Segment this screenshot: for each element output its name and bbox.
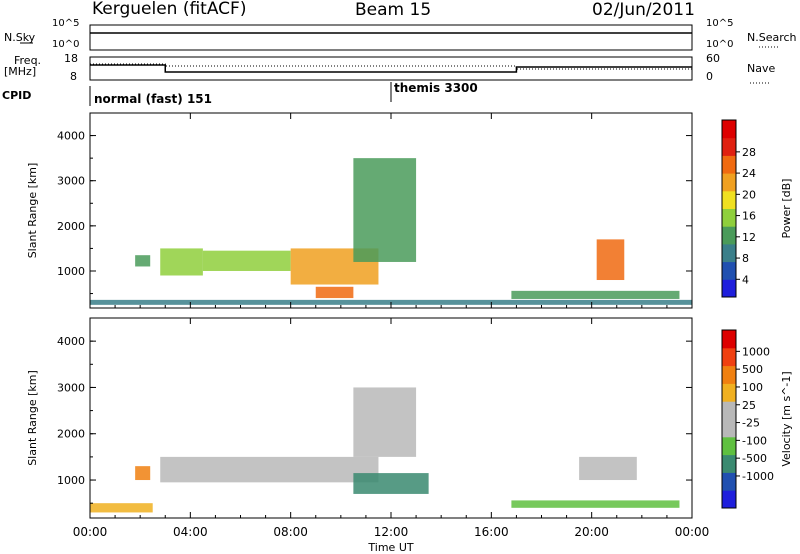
nsearch-tick-high: 10^5 bbox=[706, 18, 734, 29]
colorbar-segment bbox=[722, 419, 736, 438]
x-tick-label: 00:00 bbox=[675, 525, 710, 539]
colorbar-frame bbox=[721, 329, 737, 509]
colorbar-segment bbox=[722, 490, 736, 509]
cpid-mode-2: themis 3300 bbox=[394, 81, 478, 95]
colorbar-tick-label: -1000 bbox=[742, 470, 774, 483]
colorbar-label: Velocity [m s^-1] bbox=[780, 371, 793, 466]
colorbar-segment bbox=[722, 226, 736, 245]
scatter-region-2 bbox=[353, 473, 429, 494]
nave-tick-high: 60 bbox=[706, 52, 720, 65]
colorbar-tick-label: 24 bbox=[742, 167, 756, 180]
nsearch-tick-low: 10^0 bbox=[706, 39, 734, 50]
colorbar-tick-label: -100 bbox=[742, 434, 767, 447]
scatter-region-0 bbox=[135, 466, 151, 481]
colorbar-tick-label: 28 bbox=[742, 146, 756, 159]
cpid-label: CPID bbox=[2, 89, 32, 102]
scatter-region-6 bbox=[596, 239, 625, 281]
x-tick-label: 16:00 bbox=[474, 525, 509, 539]
x-tick-label: 20:00 bbox=[574, 525, 609, 539]
colorbar-segment bbox=[722, 330, 736, 349]
colorbar-segment bbox=[722, 365, 736, 384]
station-title: Kerguelen (fitACF) bbox=[92, 0, 247, 19]
nave-line bbox=[90, 63, 692, 70]
nsky-tick-high: 10^5 bbox=[52, 18, 80, 29]
rti-panel-power bbox=[89, 112, 740, 309]
colorbar-frame bbox=[721, 119, 737, 298]
colorbar-tick-label: 25 bbox=[742, 399, 756, 412]
nsky-panel bbox=[89, 24, 693, 51]
nave-label: Nave bbox=[747, 62, 776, 75]
x-axis-label: Time UT bbox=[367, 541, 413, 554]
colorbar-segment bbox=[722, 137, 736, 156]
colorbar-segment bbox=[722, 279, 736, 298]
y-tick-label: 1000 bbox=[57, 265, 85, 278]
colorbar-tick-label: -25 bbox=[742, 417, 760, 430]
x-tick-label: 00:00 bbox=[73, 525, 108, 539]
y-tick-label: 3000 bbox=[57, 381, 85, 394]
scatter-region-1 bbox=[160, 248, 203, 276]
colorbar-tick-label: 20 bbox=[742, 188, 756, 201]
colorbar-segment bbox=[722, 155, 736, 174]
nsearch-label: N.Search bbox=[747, 31, 797, 44]
freq-line bbox=[90, 64, 692, 73]
x-tick-label: 08:00 bbox=[273, 525, 308, 539]
colorbar-segment bbox=[722, 190, 736, 209]
scatter-region-4 bbox=[315, 286, 354, 299]
scatter-region-3 bbox=[353, 387, 417, 457]
colorbar-segment bbox=[722, 120, 736, 139]
y-tick-label: 1000 bbox=[57, 474, 85, 487]
scatter-region-1 bbox=[160, 456, 379, 483]
colorbar-tick-label: -500 bbox=[742, 452, 767, 465]
colorbar-tick-label: 12 bbox=[742, 231, 756, 244]
colorbar-segment bbox=[722, 472, 736, 491]
colorbar-segment bbox=[722, 383, 736, 402]
scatter-region-5 bbox=[353, 158, 417, 262]
colorbar-segment bbox=[722, 208, 736, 227]
freq-label: Freq. bbox=[14, 54, 42, 67]
scatter-region-7 bbox=[511, 290, 680, 299]
date-label: 02/Jun/2011 bbox=[592, 0, 695, 20]
colorbar-tick-label: 100 bbox=[742, 381, 763, 394]
scatter-region-6 bbox=[90, 503, 153, 513]
x-tick-label: 12:00 bbox=[374, 525, 409, 539]
x-tick-label: 04:00 bbox=[173, 525, 208, 539]
freq-unit-label: [MHz] bbox=[4, 65, 37, 78]
colorbar-tick-label: 4 bbox=[742, 273, 749, 286]
y-tick-label: 3000 bbox=[57, 175, 85, 188]
colorbar-segment bbox=[722, 436, 736, 456]
colorbar-tick-label: 1000 bbox=[742, 345, 770, 358]
y-tick-label: 4000 bbox=[57, 335, 85, 348]
y-tick-label: 4000 bbox=[57, 130, 85, 143]
scatter-region-4 bbox=[511, 500, 680, 508]
colorbar-segment bbox=[722, 261, 736, 280]
y-axis-label: Slant Range [km] bbox=[26, 370, 39, 466]
colorbar-segment bbox=[722, 401, 736, 420]
nsky-tick-low: 10^0 bbox=[52, 39, 80, 50]
colorbar-segment bbox=[722, 454, 736, 473]
freq-tick-low: 8 bbox=[70, 70, 77, 83]
colorbar-segment bbox=[722, 243, 736, 263]
colorbar-tick-label: 8 bbox=[742, 252, 749, 265]
colorbar-segment bbox=[722, 347, 736, 367]
scatter-region-0 bbox=[135, 255, 151, 267]
cpid-mode-1: normal (fast) 151 bbox=[94, 92, 212, 106]
colorbar-segment bbox=[722, 173, 736, 192]
nsky-label: N.Sky bbox=[4, 31, 36, 44]
rti-panel-velocity bbox=[89, 317, 740, 519]
freq-tick-high: 18 bbox=[64, 52, 78, 65]
colorbar-label: Power [dB] bbox=[780, 179, 793, 239]
colorbar-tick-label: 500 bbox=[742, 363, 763, 376]
beam-label: Beam 15 bbox=[355, 0, 432, 20]
nave-tick-low: 0 bbox=[706, 70, 713, 83]
y-axis-label: Slant Range [km] bbox=[26, 163, 39, 259]
scatter-region-2 bbox=[202, 250, 291, 271]
y-tick-label: 2000 bbox=[57, 428, 85, 441]
colorbar-tick-label: 16 bbox=[742, 210, 756, 223]
scatter-region-5 bbox=[579, 456, 637, 481]
y-tick-label: 2000 bbox=[57, 220, 85, 233]
